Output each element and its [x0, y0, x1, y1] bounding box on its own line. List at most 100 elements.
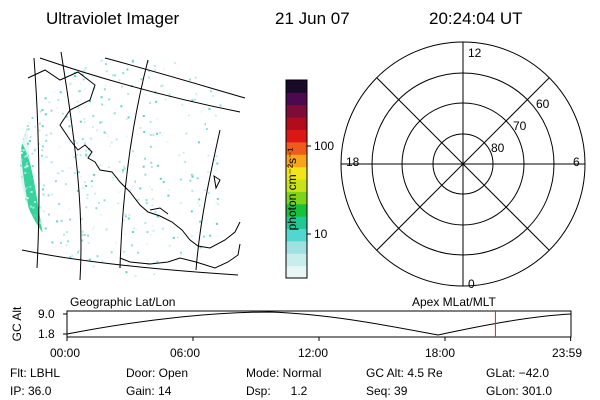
speckle — [149, 145, 152, 148]
speckle — [21, 69, 24, 72]
speckle — [26, 112, 29, 114]
speckle — [26, 197, 29, 200]
speckle — [219, 58, 222, 61]
polar-label-0: 0 — [468, 277, 475, 291]
speckle — [189, 179, 192, 182]
speckle — [23, 70, 26, 73]
colorbar-label-100: 100 — [314, 139, 335, 153]
speckle — [29, 95, 32, 98]
speckle — [76, 278, 78, 280]
speckle — [38, 260, 41, 263]
speckle — [21, 253, 24, 256]
speckle — [23, 79, 26, 82]
speckle — [168, 93, 171, 95]
speckle — [43, 76, 46, 79]
speckle — [20, 275, 22, 277]
speckle — [29, 136, 32, 139]
speckle — [89, 137, 92, 140]
speckle — [216, 222, 218, 225]
speckle — [187, 114, 190, 117]
timeline-plot — [63, 310, 572, 341]
speckle — [21, 138, 24, 140]
speckle — [142, 115, 145, 117]
speckle — [92, 265, 95, 268]
speckle — [95, 207, 98, 210]
speckle — [195, 92, 198, 95]
timeline-x-tick-label-0000: 00:00 — [50, 346, 81, 360]
colorbar-unit-label: photon cm⁻²s⁻¹ — [285, 147, 299, 231]
speckle — [105, 228, 108, 231]
speckle — [200, 237, 203, 240]
speckle — [65, 231, 68, 234]
speckle — [42, 194, 45, 197]
speckle — [189, 78, 191, 81]
speckle — [20, 192, 23, 194]
speckle — [25, 212, 28, 214]
speckle — [71, 255, 74, 258]
colorbar-segment — [286, 104, 307, 118]
speckle — [65, 244, 68, 247]
status-gain: Gain: 14 — [126, 384, 172, 398]
polar-label-60: 60 — [536, 97, 550, 111]
speckle — [199, 220, 202, 223]
speckle — [21, 158, 24, 161]
speckle — [140, 78, 143, 81]
speckle — [97, 201, 100, 204]
speckle — [144, 173, 147, 176]
speckle — [195, 94, 198, 97]
speckle — [154, 210, 157, 213]
speckle — [179, 251, 182, 254]
speckle — [111, 74, 114, 77]
speckle — [38, 122, 41, 125]
speckle — [28, 256, 30, 258]
speckle — [68, 141, 71, 144]
speckle — [151, 224, 154, 227]
speckle — [155, 100, 158, 103]
speckle — [64, 96, 67, 99]
speckle — [159, 85, 162, 88]
speckle — [198, 62, 201, 65]
speckle — [79, 154, 82, 157]
speckle — [126, 68, 129, 71]
speckle — [88, 57, 91, 60]
speckle — [20, 131, 23, 134]
speckle — [78, 90, 81, 92]
speckle — [79, 83, 82, 86]
timeline-x-ticks — [66, 337, 572, 341]
speckle — [39, 110, 42, 113]
speckle — [20, 228, 23, 231]
speckle — [41, 125, 44, 128]
speckle — [31, 152, 34, 155]
speckle — [74, 253, 77, 256]
speckle — [100, 96, 103, 99]
speckle — [26, 124, 29, 127]
speckle — [143, 131, 146, 133]
speckle — [100, 59, 103, 62]
speckle — [124, 215, 127, 218]
speckle — [20, 137, 23, 139]
speckle — [127, 92, 130, 95]
speckle — [191, 175, 194, 178]
speckle — [123, 219, 126, 222]
colorbar-segment — [286, 265, 307, 279]
speckle — [42, 77, 45, 80]
speckle — [59, 91, 62, 94]
speckle — [122, 169, 124, 172]
speckle — [59, 74, 62, 76]
speckle — [23, 252, 26, 255]
speckle — [129, 196, 132, 199]
speckle — [31, 55, 34, 58]
speckle — [198, 198, 201, 201]
speckle — [76, 142, 78, 144]
speckle — [139, 127, 142, 129]
speckle — [44, 155, 47, 158]
speckle — [90, 180, 93, 183]
speckle — [27, 128, 30, 131]
speckle — [50, 69, 53, 72]
date-label: 21 Jun 07 — [275, 9, 350, 28]
speckle — [168, 189, 170, 191]
speckle — [156, 132, 159, 135]
speckle — [68, 208, 71, 211]
speckle — [111, 176, 114, 179]
speckle — [90, 185, 93, 188]
